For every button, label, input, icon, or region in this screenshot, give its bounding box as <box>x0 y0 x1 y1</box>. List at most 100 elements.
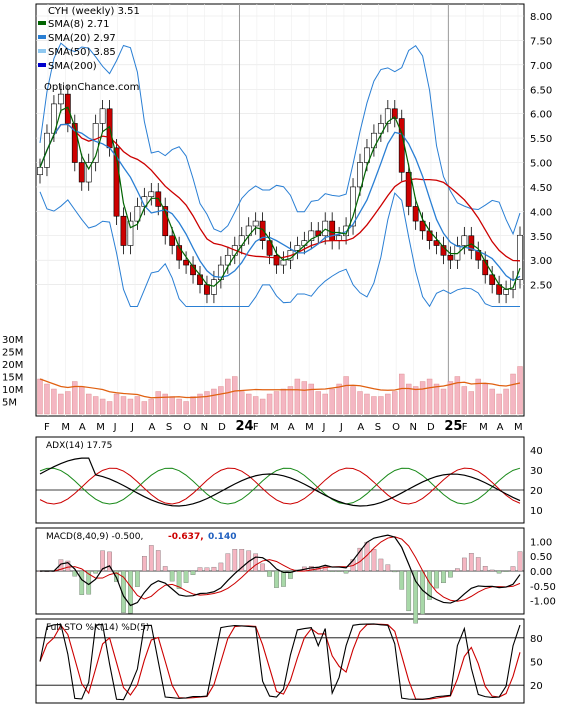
macd-histogram-bar <box>107 551 112 572</box>
price-tick-label: 4.00 <box>530 207 552 218</box>
month-tick-label: M <box>61 422 70 433</box>
month-tick-label: F <box>462 422 468 433</box>
volume-bar <box>433 383 440 415</box>
candle-body <box>475 250 482 261</box>
sma8-line <box>39 106 521 291</box>
macd-histogram-bar <box>496 570 502 574</box>
macd-histogram-bar <box>65 560 71 572</box>
month-tick-label: D <box>427 422 435 433</box>
macd-histogram-bar <box>475 557 481 572</box>
macd-histogram-bar <box>58 559 64 572</box>
macd-histogram-bar <box>461 557 467 572</box>
candle-body <box>336 235 343 241</box>
price-tick-label: 2.50 <box>530 281 552 292</box>
candle-body <box>273 254 280 266</box>
month-tick-label: N <box>201 422 208 433</box>
volume-bar <box>426 378 433 415</box>
volume-bar <box>44 383 50 415</box>
price-tick-label: 6.00 <box>530 110 552 121</box>
candle-body <box>204 284 210 295</box>
adx-plus-di-line <box>39 467 521 505</box>
candle-body <box>503 289 509 295</box>
volume-bar <box>364 393 370 415</box>
macd-histogram-bar <box>225 553 231 572</box>
macd-histogram-bar <box>253 553 259 572</box>
price-tick-label: 4.50 <box>530 183 552 194</box>
candle-body <box>99 108 106 124</box>
volume-bar <box>336 383 342 415</box>
macd-line <box>40 534 521 607</box>
stochastic-d-line <box>39 623 521 700</box>
volume-bar <box>85 393 92 415</box>
volume-tick-label: 15M <box>2 373 23 384</box>
volume-bar <box>72 381 78 415</box>
macd-histogram-bar <box>183 570 189 583</box>
volume-bar <box>211 388 217 415</box>
volume-bar <box>412 386 419 415</box>
candle-body <box>148 191 155 197</box>
volume-bar <box>461 386 468 415</box>
candle-body <box>134 206 141 222</box>
month-tick-label: O <box>392 422 400 433</box>
candle-body <box>183 259 189 266</box>
volume-bar <box>245 393 252 415</box>
volume-bar <box>468 391 475 415</box>
volume-bar <box>371 396 377 415</box>
volume-bar <box>510 373 516 415</box>
price-tick-label: 3.00 <box>530 256 552 267</box>
macd-value2: 0.140 <box>208 532 236 542</box>
macd-histogram-bar <box>441 570 446 584</box>
macd-histogram-bar <box>211 566 217 572</box>
candle-body <box>398 118 405 173</box>
stochastic-k-line <box>39 623 521 701</box>
volume-bar <box>517 366 523 415</box>
candle-body <box>71 123 78 163</box>
volume-bar <box>218 386 224 415</box>
volume-bar <box>134 396 141 415</box>
volume-bar <box>58 393 64 415</box>
volume-bar <box>266 393 273 415</box>
candle-body <box>85 162 92 183</box>
indicator-tick-label: 30 <box>530 466 543 477</box>
month-tick-label: M <box>270 422 279 433</box>
macd-histogram-bar <box>274 570 279 588</box>
candle-body <box>482 259 489 276</box>
candle-body <box>447 254 454 261</box>
legend: CYH (weekly) 3.51 SMA(8) 2.71 SMA(20) 2.… <box>38 6 140 93</box>
macd-histogram-bar <box>371 549 377 572</box>
indicator-tick-label: 10 <box>530 506 543 517</box>
indicator-tick-label: 50 <box>530 658 543 669</box>
month-tick-label: M <box>479 422 488 433</box>
bollinger-upper-line <box>39 42 521 236</box>
volume-bar <box>113 393 120 415</box>
candle-body <box>78 162 85 183</box>
sto-panel-frame <box>35 618 525 704</box>
candle-body <box>259 220 266 241</box>
macd-histogram-bar <box>413 570 419 624</box>
candle-body <box>517 234 523 281</box>
price-tick-label: 7.50 <box>530 36 552 47</box>
price-panel-frame <box>35 3 525 417</box>
volume-bar <box>329 388 335 415</box>
volume-bar <box>141 401 148 415</box>
adx-label: ADX(14) 17.75 <box>46 441 112 451</box>
macd-histogram-bar <box>218 562 224 572</box>
price-tick-label: 7.00 <box>530 61 552 72</box>
volume-bar <box>482 383 488 415</box>
volume-bar <box>92 396 99 415</box>
volume-bar <box>183 401 189 415</box>
macd-histogram-bar <box>343 570 349 574</box>
volume-ma-line <box>39 378 521 399</box>
adx-minus-di-line <box>39 467 521 505</box>
macd-histogram-bar <box>336 570 342 572</box>
volume-bar <box>106 401 113 415</box>
volume-bar <box>378 396 384 415</box>
adx-panel-frame <box>35 436 525 524</box>
month-tick-label: M <box>96 422 105 433</box>
volume-tick-label: 5M <box>2 398 17 409</box>
candle-body <box>510 279 516 290</box>
price-tick-label: 3.50 <box>530 232 552 243</box>
macd-histogram-bar <box>72 570 78 577</box>
macd-histogram-bar <box>190 570 196 575</box>
